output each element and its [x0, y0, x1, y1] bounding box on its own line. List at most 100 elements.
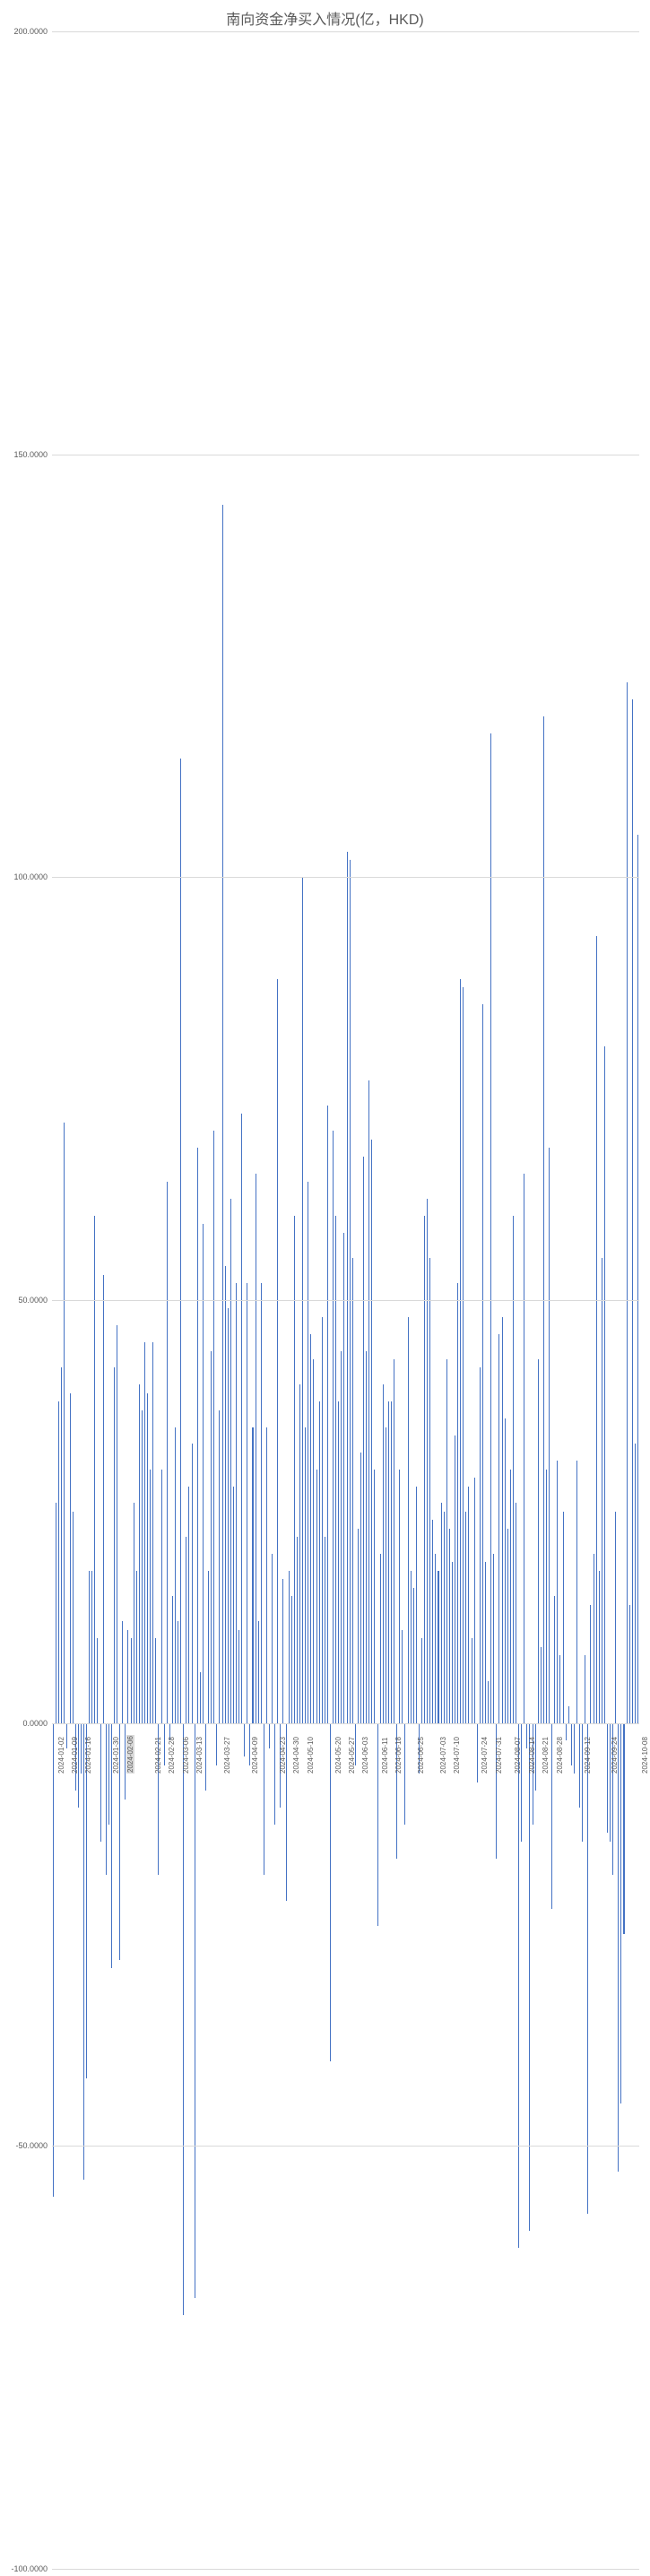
bar — [615, 1512, 616, 1723]
bar — [505, 1418, 506, 1723]
x-tick-label: 2024-08-07 — [514, 1737, 522, 1774]
bar — [618, 1723, 619, 2172]
bar — [144, 1342, 145, 1723]
bar — [507, 1529, 508, 1723]
bar — [106, 1723, 107, 1876]
bar — [543, 716, 544, 1723]
bar — [485, 1562, 486, 1722]
bar — [432, 1520, 433, 1722]
bar — [563, 1512, 564, 1723]
bar — [66, 1723, 67, 1748]
bar — [477, 1723, 478, 1782]
chart-container: 南向资金净买入情况(亿，HKD) 2024-01-022024-01-09202… — [0, 0, 650, 2576]
bar — [341, 1351, 342, 1723]
bar — [164, 1723, 165, 1765]
bar — [238, 1630, 239, 1723]
bar — [70, 1393, 71, 1723]
bar — [482, 1004, 483, 1723]
bar — [623, 1723, 624, 1935]
bar — [529, 1723, 530, 2231]
bar — [219, 1410, 220, 1723]
bar — [474, 1478, 475, 1723]
bar — [416, 1487, 417, 1723]
bar — [183, 1723, 184, 2315]
bar — [368, 1080, 369, 1723]
bar — [136, 1571, 137, 1723]
x-tick-label: 2024-08-21 — [542, 1737, 550, 1774]
bar — [272, 1554, 273, 1723]
bar — [172, 1596, 173, 1723]
y-tick-label: 50.0000 — [18, 1296, 48, 1305]
bar — [391, 1401, 392, 1722]
bar — [559, 1655, 560, 1722]
y-tick-label: -100.0000 — [11, 2564, 48, 2573]
bar — [91, 1571, 92, 1723]
bar — [139, 1384, 140, 1722]
bar — [319, 1401, 320, 1722]
bar — [457, 1283, 458, 1723]
bar — [604, 1046, 605, 1723]
bar — [188, 1487, 189, 1723]
x-tick-label: 2024-05-20 — [334, 1737, 342, 1774]
bar — [574, 1723, 575, 1774]
bar — [192, 1444, 193, 1722]
gridline — [52, 877, 639, 878]
bar — [632, 699, 633, 1722]
bar — [208, 1571, 209, 1723]
bar — [546, 1470, 547, 1723]
bar — [566, 1723, 567, 1740]
bar — [313, 1359, 314, 1723]
x-tick-label: 2024-07-10 — [453, 1737, 461, 1774]
bar — [89, 1571, 90, 1723]
bar — [277, 979, 278, 1723]
bar — [518, 1723, 519, 2248]
bar — [596, 936, 597, 1722]
x-tick-label: 2024-06-25 — [417, 1737, 425, 1774]
bar — [289, 1571, 290, 1723]
x-tick-label: 2024-04-30 — [292, 1737, 300, 1774]
x-tick-label: 2024-03-27 — [223, 1737, 231, 1774]
bar — [322, 1317, 323, 1723]
bar — [114, 1367, 115, 1722]
bar — [435, 1554, 436, 1723]
bar — [363, 1157, 364, 1723]
bar — [460, 979, 461, 1723]
bar — [590, 1605, 591, 1723]
bar — [200, 1672, 201, 1723]
bar — [213, 1131, 214, 1722]
bar — [330, 1723, 331, 2061]
bar — [620, 1723, 621, 2104]
bar — [582, 1723, 583, 1842]
x-tick-label: 2024-01-30 — [112, 1737, 120, 1774]
gridline — [52, 2569, 639, 2570]
bar — [463, 987, 464, 1723]
x-tick-label: 2024-10-08 — [641, 1737, 649, 1774]
bar — [404, 1723, 405, 1825]
bar — [374, 1470, 375, 1723]
bar — [316, 1470, 317, 1723]
x-tick-label: 2024-03-13 — [195, 1737, 204, 1774]
bar — [637, 835, 638, 1723]
bar — [83, 1723, 84, 2180]
bar — [61, 1367, 62, 1722]
bar — [244, 1723, 245, 1757]
bar — [180, 759, 181, 1722]
x-tick-label: 2024-08-28 — [556, 1737, 564, 1774]
bar — [266, 1427, 267, 1723]
bar — [81, 1723, 82, 1774]
bar — [228, 1308, 229, 1722]
bar — [568, 1706, 569, 1723]
bar — [233, 1487, 234, 1723]
x-tick-label: 2024-03-06 — [182, 1737, 190, 1774]
x-tick-label: 2024-08-14 — [528, 1737, 536, 1774]
bar — [333, 1131, 334, 1722]
bar — [252, 1427, 253, 1723]
x-tick-label: 2024-06-03 — [361, 1737, 369, 1774]
bar — [383, 1384, 384, 1722]
bar — [541, 1647, 542, 1723]
x-tick-label: 2024-04-09 — [251, 1737, 259, 1774]
bar — [444, 1512, 445, 1723]
bar — [225, 1266, 226, 1722]
bar — [103, 1275, 104, 1723]
bar — [358, 1529, 359, 1723]
